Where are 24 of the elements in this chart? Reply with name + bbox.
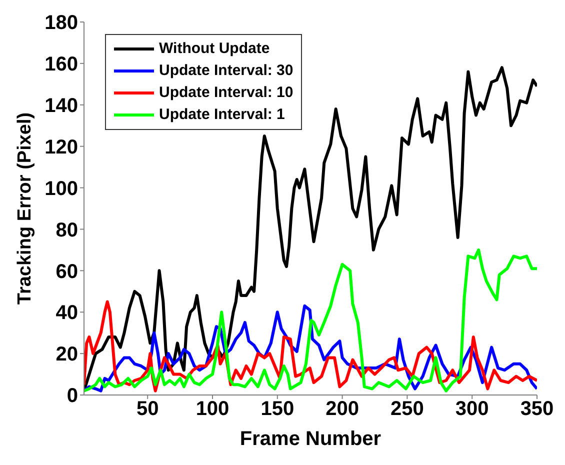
y-tick-label: 140 — [44, 94, 78, 117]
legend-label: Update Interval: 30 — [159, 61, 294, 81]
x-axis-title: Frame Number — [240, 428, 382, 450]
y-tick-label: 160 — [44, 54, 78, 76]
y-tick-label: 80 — [56, 219, 78, 242]
y-tick-label: 100 — [44, 178, 78, 200]
legend-label: Update Interval: 10 — [159, 83, 294, 103]
y-tick-label: 20 — [56, 344, 78, 366]
x-tick-label: 300 — [455, 398, 489, 420]
x-tick-label: 250 — [390, 398, 424, 420]
x-tick-label: 50 — [136, 398, 159, 420]
legend-label: Update Interval: 1 — [159, 105, 285, 125]
y-tick-label: 0 — [66, 385, 78, 408]
x-tick-label: 100 — [196, 398, 230, 420]
y-tick-label: 120 — [44, 136, 78, 158]
x-tick-label: 150 — [260, 398, 294, 420]
line-series — [84, 248, 537, 392]
x-tick-label: 350 — [520, 398, 554, 420]
x-tick-label: 200 — [326, 398, 359, 420]
y-tick-label: 180 — [44, 12, 78, 34]
legend-label: Without Update — [159, 39, 270, 59]
y-tick-label: 40 — [56, 302, 78, 324]
y-tick-label: 60 — [56, 260, 78, 283]
y-axis-title: Tracking Error (Pixel) — [14, 112, 36, 305]
